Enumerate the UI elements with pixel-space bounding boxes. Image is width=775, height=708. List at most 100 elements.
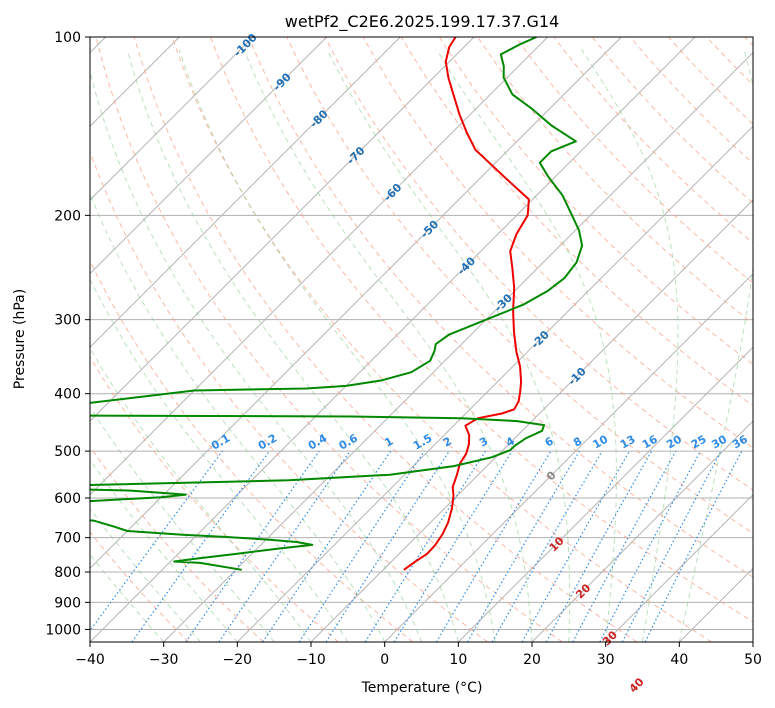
isotherm-line — [90, 37, 254, 201]
moist-adiabat-line — [90, 70, 422, 642]
x-tick-label: 30 — [597, 652, 615, 668]
mixing-ratio-line — [545, 450, 653, 642]
isotherm-line — [752, 641, 753, 642]
dry-adiabat-line — [286, 37, 753, 534]
moist-adiabat-line — [436, 49, 617, 642]
pressure-gridlines — [90, 36, 753, 630]
mixing-ratio-label: 0.1 — [209, 432, 232, 453]
dry-adiabat-line — [210, 37, 753, 623]
dry-adiabat-line — [90, 445, 264, 642]
moist-adiabat-line — [326, 49, 571, 642]
isotherm-line — [531, 420, 753, 642]
profile-series-line — [403, 37, 530, 571]
dry-adiabat-line — [515, 37, 753, 284]
isotherm-line — [90, 37, 328, 275]
moist-adiabat-line — [90, 507, 201, 642]
mixing-ratio-label: 0.4 — [306, 431, 330, 452]
mixing-ratio-line — [218, 450, 351, 642]
y-axis-label: Pressure (hPa) — [12, 289, 28, 389]
mixing-ratio-label: 1.5 — [411, 432, 434, 453]
dry-adiabat-line — [400, 37, 753, 407]
y-tick-label: 500 — [54, 444, 81, 460]
isotherm-line — [90, 37, 622, 570]
mixing-ratio-line — [298, 450, 425, 642]
mixing-ratio-label: 13 — [618, 433, 638, 452]
mixing-ratio-line — [131, 450, 270, 642]
dry-adiabat-line — [90, 259, 414, 642]
mixing-ratio-label: 36 — [730, 432, 750, 451]
isotherm-line — [457, 346, 753, 642]
moist-adiabat-line — [581, 49, 679, 642]
y-tick-label: 700 — [54, 531, 81, 547]
y-axis-ticks: 100 200 300 400 500 600 700 800 900 1000 — [45, 30, 90, 638]
isotherm-label: -90 — [271, 70, 294, 93]
x-tick-label: 0 — [380, 652, 389, 668]
dry-adiabat-line — [90, 150, 488, 642]
chart-title: wetPf2_C2E6.2025.199.17.37.G14 — [285, 12, 559, 32]
isotherm-line — [678, 567, 753, 642]
mixing-ratio-line — [644, 450, 743, 642]
mixing-ratio-line — [185, 450, 320, 642]
moist-adiabat-line — [90, 192, 386, 642]
dry-adiabat-line — [248, 37, 753, 578]
moist-adiabat-line — [90, 553, 165, 642]
y-tick-label: 100 — [54, 30, 81, 46]
moist-adiabat-line — [90, 406, 275, 642]
dry-adiabat-line — [95, 37, 563, 642]
moist-adiabat-line — [126, 49, 459, 642]
dry-adiabat-line — [744, 37, 753, 47]
profile-lines — [90, 37, 584, 571]
moist-adiabat-line — [90, 278, 349, 642]
x-tick-label: 50 — [744, 652, 762, 668]
moist-adiabat-line — [90, 459, 238, 642]
x-tick-label: 10 — [449, 652, 467, 668]
mixing-ratio-line — [90, 450, 223, 632]
x-tick-label: 20 — [523, 652, 541, 668]
isotherm-line — [90, 37, 549, 496]
moist-adiabat-line — [90, 347, 312, 642]
x-tick-label: −30 — [149, 652, 179, 668]
dry-adiabat-line — [133, 37, 638, 642]
x-tick-label: −20 — [223, 652, 253, 668]
mixing-ratio-label: 16 — [640, 432, 660, 451]
mixing-ratio-label: 30 — [709, 432, 729, 451]
mixing-ratio-line — [572, 450, 677, 642]
mixing-ratio-line — [435, 450, 552, 642]
isotherm-label: -100 — [231, 31, 260, 60]
x-axis-ticks: −40 −30 −20 −10 0 10 20 30 40 50 — [75, 642, 762, 668]
x-tick-label: −10 — [296, 652, 326, 668]
mixing-ratio-line — [521, 450, 631, 642]
moist-adiabat-line — [678, 49, 753, 642]
mixing-ratio-label: 20 — [664, 432, 684, 451]
y-tick-label: 1000 — [45, 622, 81, 638]
mixing-ratio-line — [364, 450, 486, 642]
y-tick-label: 200 — [54, 208, 81, 224]
background-lines — [90, 37, 753, 642]
x-axis-label: Temperature (°C) — [361, 680, 483, 696]
x-tick-label: −40 — [75, 652, 105, 668]
mixing-ratio-label: 10 — [591, 432, 611, 451]
mixing-ratio-line — [262, 450, 392, 642]
isotherm-line — [90, 37, 696, 642]
dry-adiabat-line — [171, 37, 712, 642]
y-tick-label: 600 — [54, 491, 81, 507]
isotherm-line — [90, 37, 401, 349]
plot-frame — [89, 36, 754, 643]
isotherm-line — [90, 37, 475, 422]
isotherm-line — [236, 125, 753, 642]
dry-adiabat-line — [90, 531, 190, 642]
moist-adiabat-line — [243, 49, 533, 642]
mixing-ratio-line — [325, 450, 450, 642]
mixing-ratio-label: 3 — [477, 435, 490, 450]
isotherm-line — [163, 51, 753, 642]
profile-series-line — [90, 37, 584, 571]
y-tick-label: 400 — [54, 387, 81, 403]
dry-adiabat-line — [90, 356, 339, 642]
x-tick-label: 40 — [670, 652, 688, 668]
y-tick-label: 300 — [54, 313, 81, 329]
y-tick-label: 900 — [54, 595, 81, 611]
dry-adiabat-line — [438, 37, 753, 366]
y-tick-label: 800 — [54, 565, 81, 581]
isotherm-line — [384, 272, 753, 642]
